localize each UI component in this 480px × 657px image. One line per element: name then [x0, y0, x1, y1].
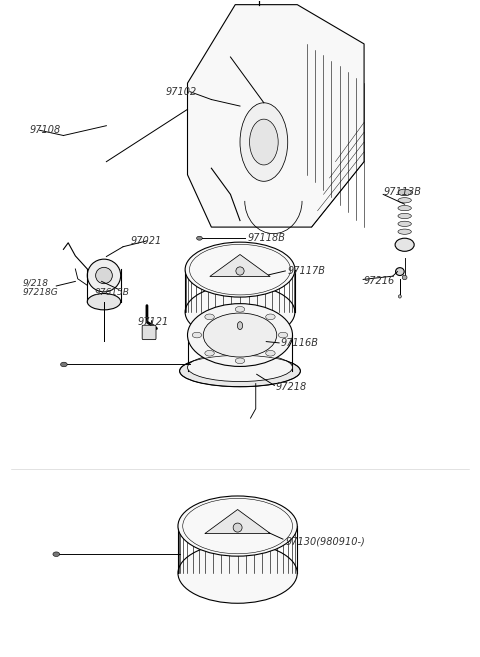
- Ellipse shape: [197, 237, 202, 240]
- Ellipse shape: [396, 267, 404, 275]
- Ellipse shape: [398, 229, 411, 235]
- Ellipse shape: [188, 353, 292, 382]
- Text: 97218: 97218: [276, 382, 307, 392]
- Polygon shape: [205, 510, 270, 533]
- Ellipse shape: [398, 206, 411, 211]
- Ellipse shape: [188, 304, 292, 367]
- Text: 97108: 97108: [30, 125, 61, 135]
- Ellipse shape: [398, 214, 411, 219]
- Ellipse shape: [205, 314, 214, 320]
- Ellipse shape: [398, 221, 411, 227]
- Ellipse shape: [53, 552, 60, 556]
- Text: 97130(980910-): 97130(980910-): [285, 536, 365, 546]
- Text: 97216: 97216: [364, 277, 396, 286]
- Ellipse shape: [250, 119, 278, 165]
- Ellipse shape: [60, 362, 67, 367]
- Ellipse shape: [96, 267, 112, 284]
- Text: 97021: 97021: [130, 236, 161, 246]
- Ellipse shape: [240, 102, 288, 181]
- Text: 97118B: 97118B: [247, 233, 285, 243]
- Ellipse shape: [180, 355, 300, 387]
- Ellipse shape: [266, 314, 275, 320]
- Ellipse shape: [87, 259, 120, 292]
- Polygon shape: [188, 5, 364, 227]
- Ellipse shape: [203, 313, 277, 357]
- Ellipse shape: [235, 306, 245, 312]
- Ellipse shape: [266, 350, 275, 356]
- Ellipse shape: [205, 350, 214, 356]
- Ellipse shape: [398, 198, 411, 203]
- Ellipse shape: [238, 322, 242, 330]
- Text: 97218G: 97218G: [23, 288, 59, 297]
- Text: 97117B: 97117B: [288, 266, 326, 276]
- Ellipse shape: [185, 242, 295, 297]
- Text: 97121: 97121: [137, 317, 168, 327]
- Ellipse shape: [236, 267, 244, 275]
- Polygon shape: [210, 254, 270, 277]
- Ellipse shape: [178, 543, 297, 603]
- Ellipse shape: [178, 496, 297, 556]
- Text: 97116B: 97116B: [281, 338, 319, 348]
- Ellipse shape: [87, 294, 120, 310]
- Ellipse shape: [278, 332, 288, 338]
- Text: 97113B: 97113B: [383, 187, 421, 197]
- Text: 9/218: 9/218: [23, 278, 49, 287]
- Text: 97102: 97102: [166, 87, 197, 97]
- Ellipse shape: [235, 358, 245, 363]
- Ellipse shape: [395, 238, 414, 251]
- Text: 97615B: 97615B: [95, 288, 129, 297]
- FancyBboxPatch shape: [142, 325, 156, 340]
- Ellipse shape: [402, 275, 407, 280]
- Ellipse shape: [233, 523, 242, 532]
- Ellipse shape: [398, 295, 401, 298]
- Ellipse shape: [185, 284, 295, 340]
- Ellipse shape: [398, 189, 411, 196]
- Ellipse shape: [192, 332, 202, 338]
